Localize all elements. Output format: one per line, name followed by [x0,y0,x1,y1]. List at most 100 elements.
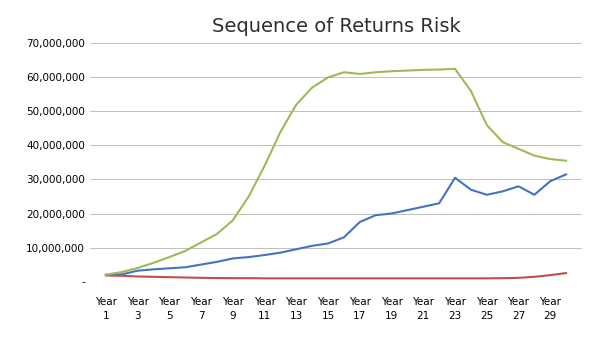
Low-High [182,275,189,280]
High-Low [277,130,284,134]
Text: 7: 7 [198,310,205,321]
Values [102,273,109,277]
Values [547,179,554,183]
High-Low [340,70,347,74]
Text: Year: Year [349,297,371,307]
Text: 5: 5 [166,310,173,321]
Values [182,265,189,269]
Text: 1: 1 [103,310,109,321]
High-Low [325,75,332,79]
High-Low [451,67,458,71]
Values [214,260,221,264]
Low-High [563,271,570,275]
Low-High [372,276,379,280]
Low-High [388,276,395,280]
Low-High [308,276,316,280]
High-Low [467,89,475,93]
Values [372,213,379,217]
Text: Year: Year [539,297,561,307]
High-Low [229,218,236,222]
Low-High [436,276,443,280]
High-Low [166,255,173,259]
Text: Year: Year [95,297,117,307]
Text: 9: 9 [230,310,236,321]
High-Low [372,70,379,74]
Low-High [102,273,109,278]
Text: Year: Year [380,297,403,307]
Values [325,241,332,245]
Text: Year: Year [127,297,149,307]
Low-High [547,273,554,277]
Low-High [531,275,538,279]
Text: 3: 3 [134,310,141,321]
Low-High [451,276,458,280]
Text: 13: 13 [290,310,303,321]
High-Low [404,68,411,73]
Low-High [293,276,300,280]
High-Low [483,123,490,127]
Text: Year: Year [254,297,275,307]
Low-High [277,276,284,280]
Low-High [214,276,221,280]
Text: Year: Year [412,297,434,307]
Title: Sequence of Returns Risk: Sequence of Returns Risk [212,17,460,36]
Text: 11: 11 [258,310,271,321]
High-Low [356,72,364,76]
Values [245,255,253,259]
Low-High [245,276,253,280]
Values [261,253,268,257]
High-Low [134,266,141,270]
Values [340,235,347,239]
Low-High [467,276,475,280]
High-Low [293,103,300,107]
Low-High [134,274,141,279]
Text: 21: 21 [416,310,430,321]
Values [451,175,458,180]
Text: Year: Year [476,297,498,307]
Values [388,211,395,216]
Low-High [404,276,411,280]
High-Low [436,68,443,72]
High-Low [547,157,554,161]
Values [197,262,205,267]
Values [467,187,475,192]
Text: 19: 19 [385,310,398,321]
Low-High [499,276,506,280]
Low-High [197,276,205,280]
Low-High [515,276,522,280]
High-Low [214,232,221,236]
Low-High [261,276,268,280]
High-Low [515,147,522,151]
Text: 17: 17 [353,310,367,321]
Values [166,266,173,270]
Low-High [150,275,157,279]
Values [308,244,316,248]
Values [118,272,125,277]
Low-High [325,276,332,280]
Line: Low-High: Low-High [106,273,566,278]
Low-High [229,276,236,280]
Text: Year: Year [286,297,307,307]
High-Low [118,270,125,274]
Text: 27: 27 [512,310,525,321]
Values [499,189,506,193]
High-Low [102,273,109,277]
Values [134,269,141,273]
High-Low [388,69,395,73]
Values [277,251,284,255]
High-Low [563,158,570,163]
Values [150,267,157,271]
Text: Year: Year [317,297,339,307]
High-Low [261,164,268,168]
Low-High [166,275,173,279]
Text: Year: Year [190,297,212,307]
High-Low [531,153,538,158]
Values [356,220,364,224]
Values [483,193,490,197]
Values [436,201,443,205]
Text: 25: 25 [480,310,493,321]
Values [419,205,427,209]
Text: 15: 15 [322,310,335,321]
Low-High [340,276,347,280]
Text: Year: Year [158,297,181,307]
